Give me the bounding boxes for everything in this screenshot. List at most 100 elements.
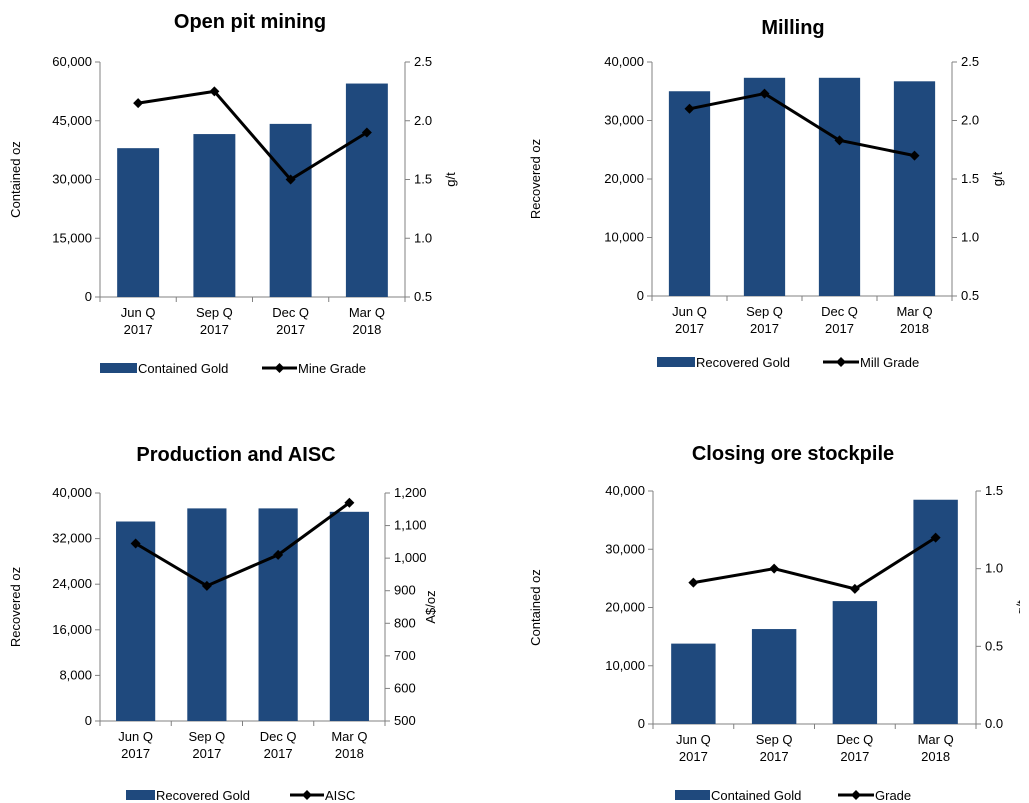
y2-tick-label: 0.5 <box>414 289 432 304</box>
line-point <box>909 150 920 161</box>
line-point <box>849 583 860 594</box>
y-axis-title: Recovered oz <box>8 567 23 647</box>
line-series <box>693 536 937 591</box>
y2-tick-label: 1,100 <box>394 518 427 533</box>
legend-swatch-bar <box>126 790 155 800</box>
bar <box>751 629 797 724</box>
y-tick-label: 32,000 <box>52 531 92 546</box>
x-tick-label: Sep Q <box>756 732 793 747</box>
line-point <box>688 577 699 588</box>
y2-axis-title: A$/oz <box>423 590 438 623</box>
y-tick-label: 60,000 <box>52 54 92 69</box>
legend-marker <box>836 357 846 367</box>
legend-label-line: Grade <box>875 788 911 803</box>
x-tick-label: Mar Q <box>349 305 385 320</box>
y-tick-label: 40,000 <box>605 483 645 498</box>
y-tick-label: 40,000 <box>52 485 92 500</box>
y2-tick-label: 2.5 <box>961 54 979 69</box>
line-point <box>201 580 212 591</box>
chart-svg: Closing ore stockpile 0 10,000 20,000 30,000… <box>528 443 1020 803</box>
legend-label-line: Mill Grade <box>860 355 919 370</box>
x-tick-label: 2017 <box>121 746 150 761</box>
x-tick-label: Sep Q <box>188 729 225 744</box>
bar <box>269 123 312 297</box>
y2-axis-title: g/t <box>990 171 1005 186</box>
x-tick-label: 2018 <box>335 746 364 761</box>
x-tick-label: Dec Q <box>272 305 309 320</box>
y2-tick-label: 0.0 <box>985 716 1003 731</box>
y2-axis-title: g/t <box>443 172 458 187</box>
y-axis-title: Contained oz <box>8 141 23 218</box>
x-tick-label: 2018 <box>352 322 381 337</box>
x-tick-label: Jun Q <box>118 729 153 744</box>
y-tick-label: 0 <box>637 288 644 303</box>
line-point <box>361 127 372 138</box>
y2-tick-label: 600 <box>394 680 416 695</box>
chart-svg: Open pit mining 0 15,000 30,000 45,000 60,000… <box>8 11 458 376</box>
y-tick-label: 45,000 <box>52 113 92 128</box>
legend-label-bar: Recovered Gold <box>156 788 250 803</box>
x-tick-label: 2017 <box>124 322 153 337</box>
y2-tick-label: 900 <box>394 583 416 598</box>
y-tick-label: 30,000 <box>52 172 92 187</box>
bar <box>671 643 716 724</box>
x-tick-label: 2017 <box>825 321 854 336</box>
legend-label-bar: Recovered Gold <box>696 355 790 370</box>
x-tick-label: Jun Q <box>672 304 707 319</box>
y2-tick-label: 1,200 <box>394 485 427 500</box>
legend-label-bar: Contained Gold <box>711 788 801 803</box>
y2-tick-label: 0.5 <box>985 638 1003 653</box>
x-tick-label: Sep Q <box>746 304 783 319</box>
y-tick-label: 30,000 <box>605 541 645 556</box>
bar <box>258 508 298 721</box>
y2-tick-label: 2.0 <box>414 113 432 128</box>
y-tick-label: 16,000 <box>52 622 92 637</box>
x-tick-label: Jun Q <box>676 732 711 747</box>
x-tick-label: 2017 <box>750 321 779 336</box>
bar <box>345 83 388 298</box>
bar <box>116 521 156 721</box>
y2-tick-label: 1.5 <box>414 172 432 187</box>
line-point <box>273 549 284 560</box>
legend-swatch-bar <box>100 363 137 373</box>
y2-tick-label: 500 <box>394 713 416 728</box>
legend-swatch-bar <box>657 357 695 367</box>
y2-tick-label: 2.0 <box>961 113 979 128</box>
chart-title: Open pit mining <box>174 11 326 33</box>
x-tick-label: Dec Q <box>821 304 858 319</box>
x-tick-label: Mar Q <box>896 304 932 319</box>
x-tick-label: 2017 <box>679 749 708 764</box>
x-tick-label: Mar Q <box>918 732 954 747</box>
x-tick-label: 2018 <box>921 749 950 764</box>
legend-marker <box>851 790 861 800</box>
x-tick-label: Jun Q <box>121 305 156 320</box>
legend-marker <box>274 363 285 373</box>
chart-svg: Milling 0 10,000 20,000 30,000 40,000 0.5 1.0 1.… <box>528 17 1005 370</box>
line-point <box>133 98 144 109</box>
line-series <box>689 92 915 158</box>
legend-label-line: Mine Grade <box>298 361 366 376</box>
y2-axis-title: g/t <box>1014 600 1020 615</box>
y-tick-label: 24,000 <box>52 576 92 591</box>
bar <box>743 77 786 296</box>
chart-milling: Milling 0 10,000 20,000 30,000 40,000 0.5 1.0 1.… <box>520 0 1020 400</box>
y-tick-label: 20,000 <box>604 171 644 186</box>
line-series <box>137 89 368 182</box>
legend-swatch-bar <box>675 790 710 800</box>
y-tick-label: 0 <box>638 716 645 731</box>
y-tick-label: 10,000 <box>605 658 645 673</box>
y2-tick-label: 1.0 <box>985 561 1003 576</box>
y-tick-label: 10,000 <box>604 230 644 245</box>
y-tick-label: 30,000 <box>604 113 644 128</box>
bar <box>329 511 369 721</box>
x-tick-label: 2017 <box>675 321 704 336</box>
x-tick-label: 2017 <box>192 746 221 761</box>
bar <box>193 134 236 297</box>
bar <box>668 91 711 296</box>
chart-open-pit-mining: Open pit mining 0 15,000 30,000 45,000 60,000… <box>0 0 500 400</box>
y-axis-title: Contained oz <box>528 569 543 646</box>
line-point <box>930 532 941 543</box>
y2-tick-label: 800 <box>394 615 416 630</box>
x-tick-label: 2018 <box>900 321 929 336</box>
x-tick-label: 2017 <box>276 322 305 337</box>
